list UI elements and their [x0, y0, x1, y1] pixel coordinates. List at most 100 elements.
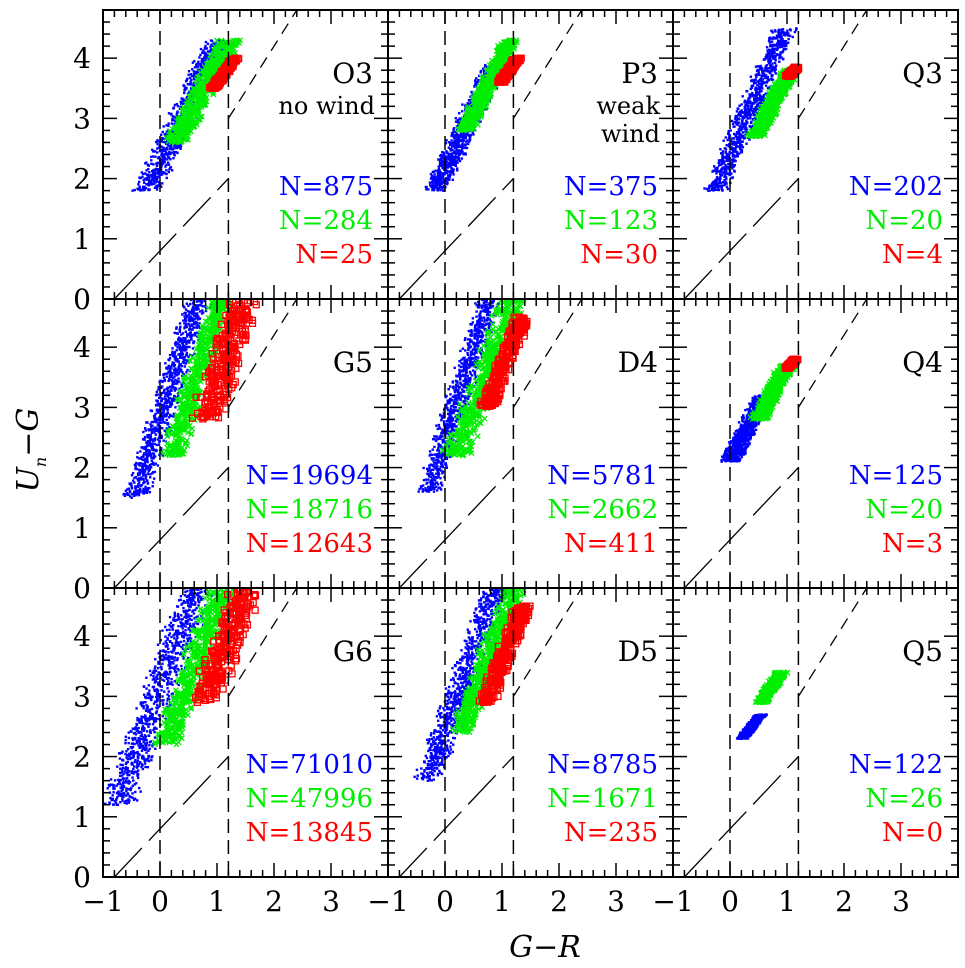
data-point — [731, 143, 734, 146]
data-point — [756, 107, 759, 111]
data-point — [778, 57, 781, 60]
data-point — [441, 150, 444, 154]
data-point — [434, 169, 437, 172]
count-blue: N=875 — [279, 172, 373, 202]
data-point — [173, 103, 177, 107]
data-point — [737, 112, 741, 115]
data-point — [478, 105, 485, 112]
data-point — [139, 189, 142, 192]
data-point — [485, 103, 488, 107]
data-point — [737, 121, 740, 124]
data-point — [445, 151, 449, 155]
data-point — [771, 55, 775, 58]
data-point — [732, 149, 735, 152]
data-point — [450, 155, 453, 159]
data-point — [160, 139, 164, 142]
data-point — [173, 138, 180, 145]
data-point — [717, 159, 721, 162]
data-point — [453, 133, 457, 137]
data-point — [445, 150, 448, 153]
data-point — [759, 96, 763, 99]
data-point — [725, 172, 729, 175]
data-point — [190, 94, 194, 97]
data-point — [155, 188, 159, 191]
data-point — [441, 172, 444, 175]
data-point — [721, 155, 724, 158]
data-point — [198, 56, 201, 59]
data-point — [148, 174, 151, 177]
data-point — [199, 65, 203, 68]
data-point — [776, 41, 780, 45]
data-point — [167, 156, 171, 160]
data-point — [736, 117, 740, 121]
data-point — [757, 69, 760, 72]
data-point — [452, 130, 455, 133]
data-point — [746, 136, 750, 139]
data-point — [772, 68, 775, 71]
data-point — [748, 125, 752, 128]
data-point — [180, 112, 187, 119]
data-point — [447, 146, 451, 149]
data-point — [189, 83, 193, 86]
data-point — [741, 95, 744, 98]
data-point — [429, 184, 432, 187]
data-point — [472, 133, 475, 136]
data-point — [715, 168, 719, 172]
data-point — [751, 109, 754, 113]
data-point — [468, 140, 471, 143]
data-point — [759, 67, 762, 70]
data-point — [748, 100, 752, 103]
data-point — [760, 90, 763, 93]
data-point — [738, 146, 742, 149]
data-point — [508, 62, 516, 70]
data-point — [223, 63, 231, 71]
data-point — [155, 185, 158, 189]
data-point — [721, 184, 724, 187]
data-point — [755, 73, 759, 76]
data-point — [182, 99, 186, 103]
data-point — [457, 140, 461, 143]
data-point — [176, 151, 179, 155]
data-point — [750, 104, 753, 107]
data-point — [171, 119, 174, 122]
data-point — [185, 87, 188, 91]
data-point — [712, 189, 715, 192]
data-point — [712, 180, 715, 184]
data-point — [144, 186, 148, 190]
data-point — [775, 47, 778, 50]
data-point — [724, 136, 727, 139]
data-point — [432, 177, 435, 180]
data-point — [138, 185, 141, 188]
data-point — [774, 64, 778, 67]
data-point — [774, 106, 781, 112]
data-point — [729, 142, 733, 146]
data-point — [760, 99, 764, 102]
data-point — [161, 155, 165, 159]
data-point — [203, 56, 206, 60]
data-point — [444, 165, 448, 169]
data-point — [726, 138, 729, 142]
data-point — [468, 125, 475, 131]
data-point — [473, 85, 476, 88]
data-point — [455, 167, 459, 170]
data-point — [431, 182, 434, 185]
data-point — [762, 74, 766, 77]
data-point — [705, 187, 709, 191]
data-point — [736, 131, 739, 134]
data-point — [773, 37, 776, 40]
data-point — [450, 169, 454, 173]
data-point — [471, 131, 474, 134]
data-point — [766, 75, 770, 79]
data-point — [715, 180, 718, 183]
diagonal-guide-line — [398, 178, 514, 299]
data-point — [464, 143, 467, 147]
data-point — [721, 166, 724, 169]
data-point — [491, 58, 498, 65]
data-point — [450, 157, 453, 160]
data-point — [748, 108, 751, 112]
data-point — [151, 155, 155, 158]
data-point — [507, 40, 513, 47]
data-point — [204, 44, 207, 48]
data-point — [211, 44, 214, 47]
data-point — [724, 156, 728, 159]
